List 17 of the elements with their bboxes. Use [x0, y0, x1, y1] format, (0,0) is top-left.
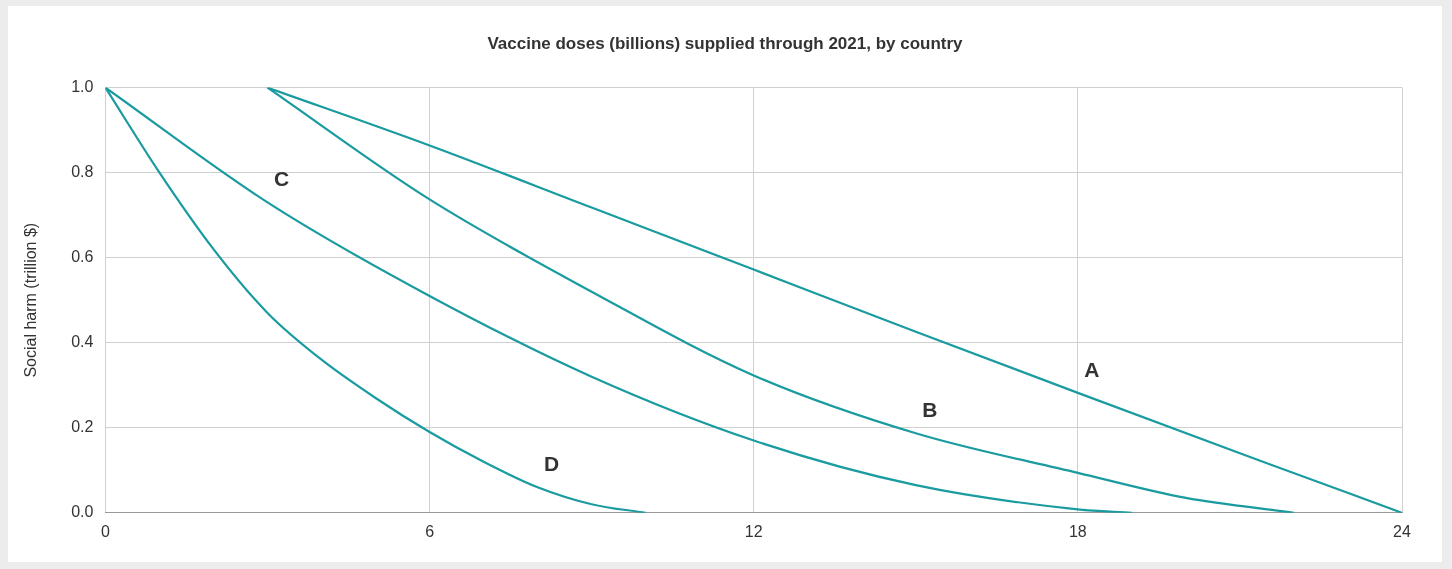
series-label: C [273, 167, 290, 191]
y-tick-label: 0.0 [71, 503, 94, 521]
series-label: B [922, 398, 938, 422]
y-tick-label: 0.6 [71, 248, 94, 266]
series-label: D [544, 452, 560, 476]
y-tick-label: 0.4 [71, 333, 94, 351]
y-tick-label: 0.8 [71, 163, 94, 181]
x-tick-label: 0 [100, 522, 110, 540]
x-tick-label: 6 [425, 522, 435, 540]
x-tick-label: 18 [1068, 522, 1087, 540]
x-tick-label: 12 [744, 522, 763, 540]
chart-title: Vaccine doses (billions) supplied through 2021, by country [486, 34, 964, 54]
y-tick-label: 0.2 [71, 418, 94, 436]
y-tick-label: 1.0 [71, 78, 94, 96]
x-tick-label: 24 [1393, 522, 1411, 540]
y-axis-title: Social harm (trillion $) [22, 222, 40, 378]
series-label: A [1084, 357, 1100, 381]
